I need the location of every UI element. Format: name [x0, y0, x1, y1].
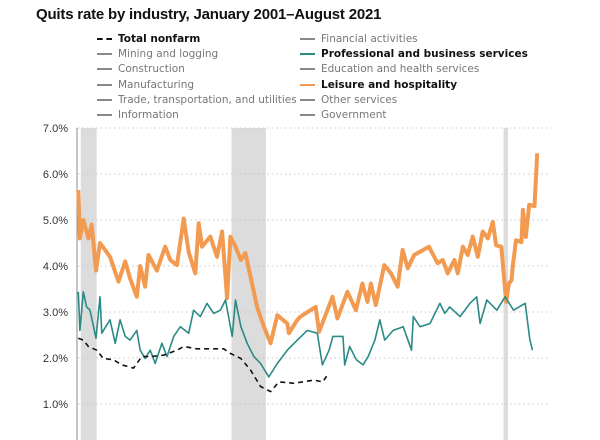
line-swatch-icon: [97, 83, 112, 86]
dashed-line-swatch-icon: [97, 37, 112, 40]
legend-column-1: Total nonfarm Mining and logging Constru…: [97, 31, 297, 123]
y-axis-ticks: 1.0% 2.0% 3.0% 4.0% 5.0% 6.0% 7.0%: [43, 123, 68, 411]
legend-item-total-nonfarm: Total nonfarm: [97, 31, 297, 46]
series-line-total-nonfarm: [78, 337, 328, 393]
orange-line-swatch-icon: [300, 83, 315, 86]
legend-label: Financial activities: [321, 32, 418, 45]
y-tick-label: 1.0%: [43, 399, 68, 411]
legend-item-trade: Trade, transportation, and utilities: [97, 92, 297, 107]
legend-label: Other services: [321, 93, 398, 106]
legend-item-construction: Construction: [97, 62, 297, 77]
legend-label: Mining and logging: [118, 47, 219, 60]
chart-title: Quits rate by industry, January 2001–Aug…: [36, 6, 382, 23]
legend-item-education: Education and health services: [300, 62, 528, 77]
recession-band: [80, 128, 97, 440]
legend-label: Manufacturing: [118, 78, 195, 91]
legend-item-financial: Financial activities: [300, 31, 528, 46]
recession-band: [231, 128, 266, 440]
line-swatch-icon: [300, 98, 315, 101]
legend-item-other: Other services: [300, 92, 528, 107]
legend-label: Professional and business services: [321, 47, 528, 60]
gridlines: [78, 127, 548, 405]
line-swatch-icon: [97, 52, 112, 55]
legend-label: Trade, transportation, and utilities: [118, 93, 297, 106]
legend-item-leisure: Leisure and hospitality: [300, 77, 528, 92]
line-swatch-icon: [97, 98, 112, 101]
series-line-professional-and-business-services: [77, 290, 534, 378]
legend-label: Education and health services: [321, 63, 480, 76]
legend-label: Construction: [118, 63, 185, 76]
y-tick-label: 4.0%: [43, 261, 68, 273]
line-swatch-icon: [300, 114, 315, 117]
legend-item-government: Government: [300, 107, 528, 122]
legend-label: Leisure and hospitality: [321, 78, 458, 91]
legend-item-manufacturing: Manufacturing: [97, 77, 297, 92]
series-line-leisure-and-hospitality: [76, 153, 540, 346]
legend-item-mining: Mining and logging: [97, 46, 297, 61]
y-tick-label: 5.0%: [43, 215, 68, 227]
series-lines: [76, 153, 540, 393]
line-swatch-icon: [97, 68, 112, 71]
legend-label: Total nonfarm: [118, 32, 201, 45]
legend-label: Government: [321, 109, 387, 122]
teal-line-swatch-icon: [300, 52, 315, 55]
y-tick-label: 3.0%: [43, 307, 68, 319]
legend-item-information: Information: [97, 107, 297, 122]
line-swatch-icon: [300, 37, 315, 40]
y-tick-label: 2.0%: [43, 353, 68, 365]
legend-label: Information: [118, 109, 179, 122]
y-tick-label: 6.0%: [43, 169, 68, 181]
legend-column-2: Financial activities Professional and bu…: [300, 31, 528, 123]
legend-item-professional: Professional and business services: [300, 46, 528, 61]
y-tick-label: 7.0%: [43, 123, 68, 135]
line-swatch-icon: [97, 114, 112, 117]
line-swatch-icon: [300, 68, 315, 71]
